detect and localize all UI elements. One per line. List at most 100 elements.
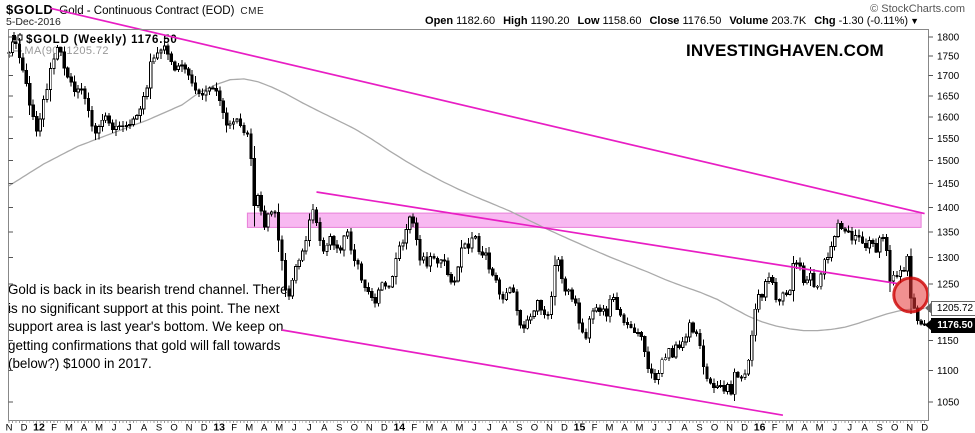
candle-body <box>356 260 360 265</box>
candle-body <box>34 116 39 132</box>
watermark: INVESTINGHAVEN.COM <box>686 41 884 60</box>
candle-body <box>307 219 312 241</box>
candle-body <box>774 282 778 301</box>
trendline-lower-channel <box>281 329 784 417</box>
candle-body <box>636 331 640 334</box>
change-down-triangle-icon: ▼ <box>910 16 919 26</box>
candle-body <box>656 373 661 381</box>
candle-body <box>339 247 343 251</box>
breakdown-circle <box>892 276 930 314</box>
x-month-label: N <box>6 423 13 433</box>
candle-body <box>753 308 757 336</box>
x-month-label: J <box>112 423 117 433</box>
candle-body <box>539 300 543 311</box>
candle-body <box>563 278 567 292</box>
candle-body <box>45 88 49 100</box>
y-tick-label: 1650 <box>937 92 960 103</box>
candle-body <box>625 321 630 325</box>
candle-body <box>598 307 602 312</box>
x-month-label: F <box>772 423 778 433</box>
x-month-label: D <box>21 423 28 433</box>
candle-body <box>580 322 585 333</box>
candle-body <box>615 297 619 310</box>
candle-body <box>169 53 174 63</box>
candle-body <box>276 212 281 241</box>
candle-body <box>570 289 574 300</box>
candle-body <box>867 240 871 249</box>
candle-body <box>311 209 315 221</box>
chart-legend-main: $GOLD (Weekly) 1176.50 <box>11 32 178 46</box>
candle-body <box>107 115 111 124</box>
quote-close-value: 1176.50 <box>682 15 722 27</box>
candle-body <box>822 259 827 275</box>
candle-body <box>553 265 557 298</box>
candle-body <box>677 344 681 349</box>
quote-high-value: 1190.20 <box>530 15 570 27</box>
candle-body <box>31 104 35 117</box>
analysis-note: Gold is back in its bearish trend channe… <box>8 282 288 372</box>
candle-body <box>453 280 457 283</box>
candle-body <box>777 299 782 302</box>
x-month-label: J <box>307 423 312 433</box>
candle-body <box>608 298 612 317</box>
candle-body <box>611 297 616 300</box>
price-tag-ma90-value: 1205.72 <box>936 303 974 314</box>
x-month-label: N <box>546 423 553 433</box>
candle-body <box>321 239 326 252</box>
candle-body <box>542 309 547 316</box>
candle-body <box>425 256 429 267</box>
candle-body <box>577 302 581 324</box>
y-tick-label: 1600 <box>937 112 960 123</box>
candle-body <box>325 244 329 252</box>
x-month-label: D <box>381 423 388 433</box>
candle-body <box>546 314 550 316</box>
candle-body <box>104 115 108 121</box>
candle-body <box>66 67 70 78</box>
candle-body <box>846 230 851 233</box>
candle-body <box>884 237 889 251</box>
candle-body <box>522 324 526 329</box>
candle-body <box>24 69 28 85</box>
candle-body <box>826 256 830 261</box>
candle-body <box>653 372 657 381</box>
candle-body <box>795 262 799 265</box>
candle-body <box>712 382 716 389</box>
candle-body <box>525 319 529 329</box>
chart-legend-ma: — MA(90) 1205.72 <box>11 45 109 57</box>
quote-high-label: High <box>503 15 528 27</box>
candle-body <box>256 195 260 207</box>
x-month-label: N <box>906 423 913 433</box>
candle-body <box>912 297 916 309</box>
candle-body <box>902 269 906 272</box>
candle-body <box>470 237 474 249</box>
candle-body <box>497 279 502 295</box>
candle-body <box>501 293 505 300</box>
y-tick-label: 1350 <box>937 227 960 238</box>
x-month-label: J <box>472 423 477 433</box>
candle-body <box>221 100 225 114</box>
x-month-label: J <box>832 423 837 433</box>
candle-body <box>739 376 744 379</box>
candle-body <box>888 249 892 282</box>
candle-body <box>767 276 771 282</box>
candle-body <box>663 357 668 361</box>
candle-body <box>681 341 685 349</box>
y-tick-label: 1050 <box>937 398 960 409</box>
x-month-label: M <box>245 423 253 433</box>
x-month-label: M <box>455 423 463 433</box>
candle-body <box>905 255 909 272</box>
candle-body <box>439 259 443 264</box>
candle-body <box>128 123 132 126</box>
symbol-ticker: $GOLD <box>6 2 54 17</box>
x-month-label: O <box>711 423 718 433</box>
price-tag-ma90: 1205.72 <box>925 301 975 316</box>
candle-body <box>518 310 522 326</box>
candle-body <box>833 236 837 247</box>
candle-body <box>207 87 212 92</box>
exchange-label: CME <box>240 6 265 17</box>
candle-body <box>694 331 699 334</box>
candle-body <box>228 123 232 126</box>
y-tick-label: 1800 <box>937 33 960 44</box>
candle-body <box>345 231 350 237</box>
